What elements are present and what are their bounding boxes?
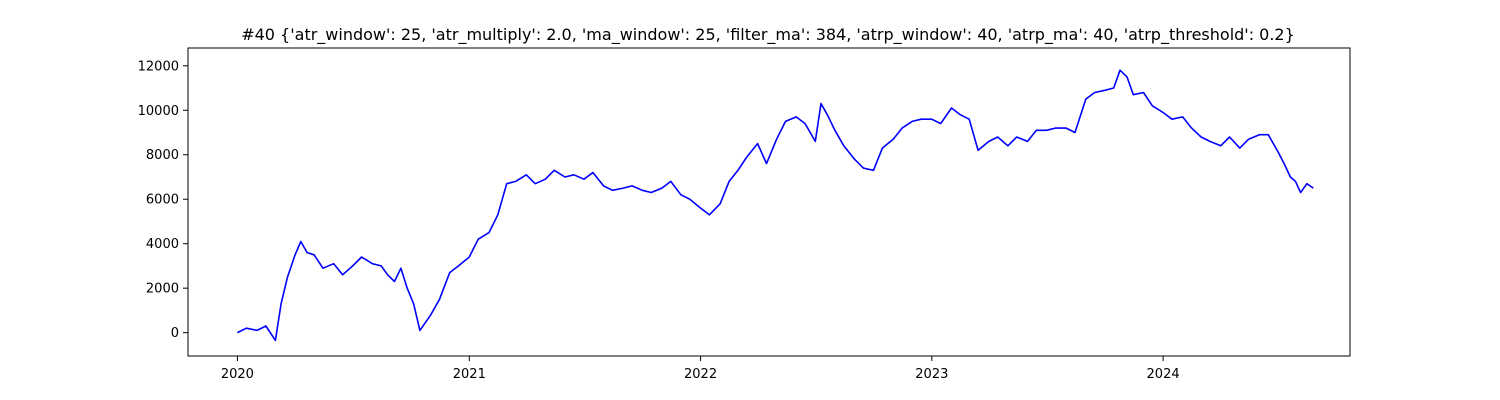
y-tick-label: 8000: [146, 148, 179, 163]
x-axis: 2020 2021 2022 2023 2024: [221, 356, 1180, 382]
x-tick-label: 2021: [453, 367, 486, 382]
y-tick-label: 0: [171, 326, 179, 341]
y-tick-label: 4000: [146, 237, 179, 252]
x-tick-label: 2020: [221, 367, 254, 382]
x-tick-label: 2024: [1147, 367, 1180, 382]
y-tick-label: 2000: [146, 282, 179, 297]
plot-area-frame: [187, 47, 1351, 357]
chart-title: #40 {'atr_window': 25, 'atr_multiply': 2…: [241, 25, 1295, 45]
y-tick-label: 6000: [146, 193, 179, 208]
x-tick-label: 2023: [915, 367, 948, 382]
series-line: [237, 69, 1314, 342]
y-tick-label: 10000: [138, 104, 179, 119]
y-axis: 0 2000 4000 6000 8000 10000 12000: [138, 59, 188, 341]
x-tick-label: 2022: [684, 367, 717, 382]
y-tick-label: 12000: [138, 59, 179, 74]
